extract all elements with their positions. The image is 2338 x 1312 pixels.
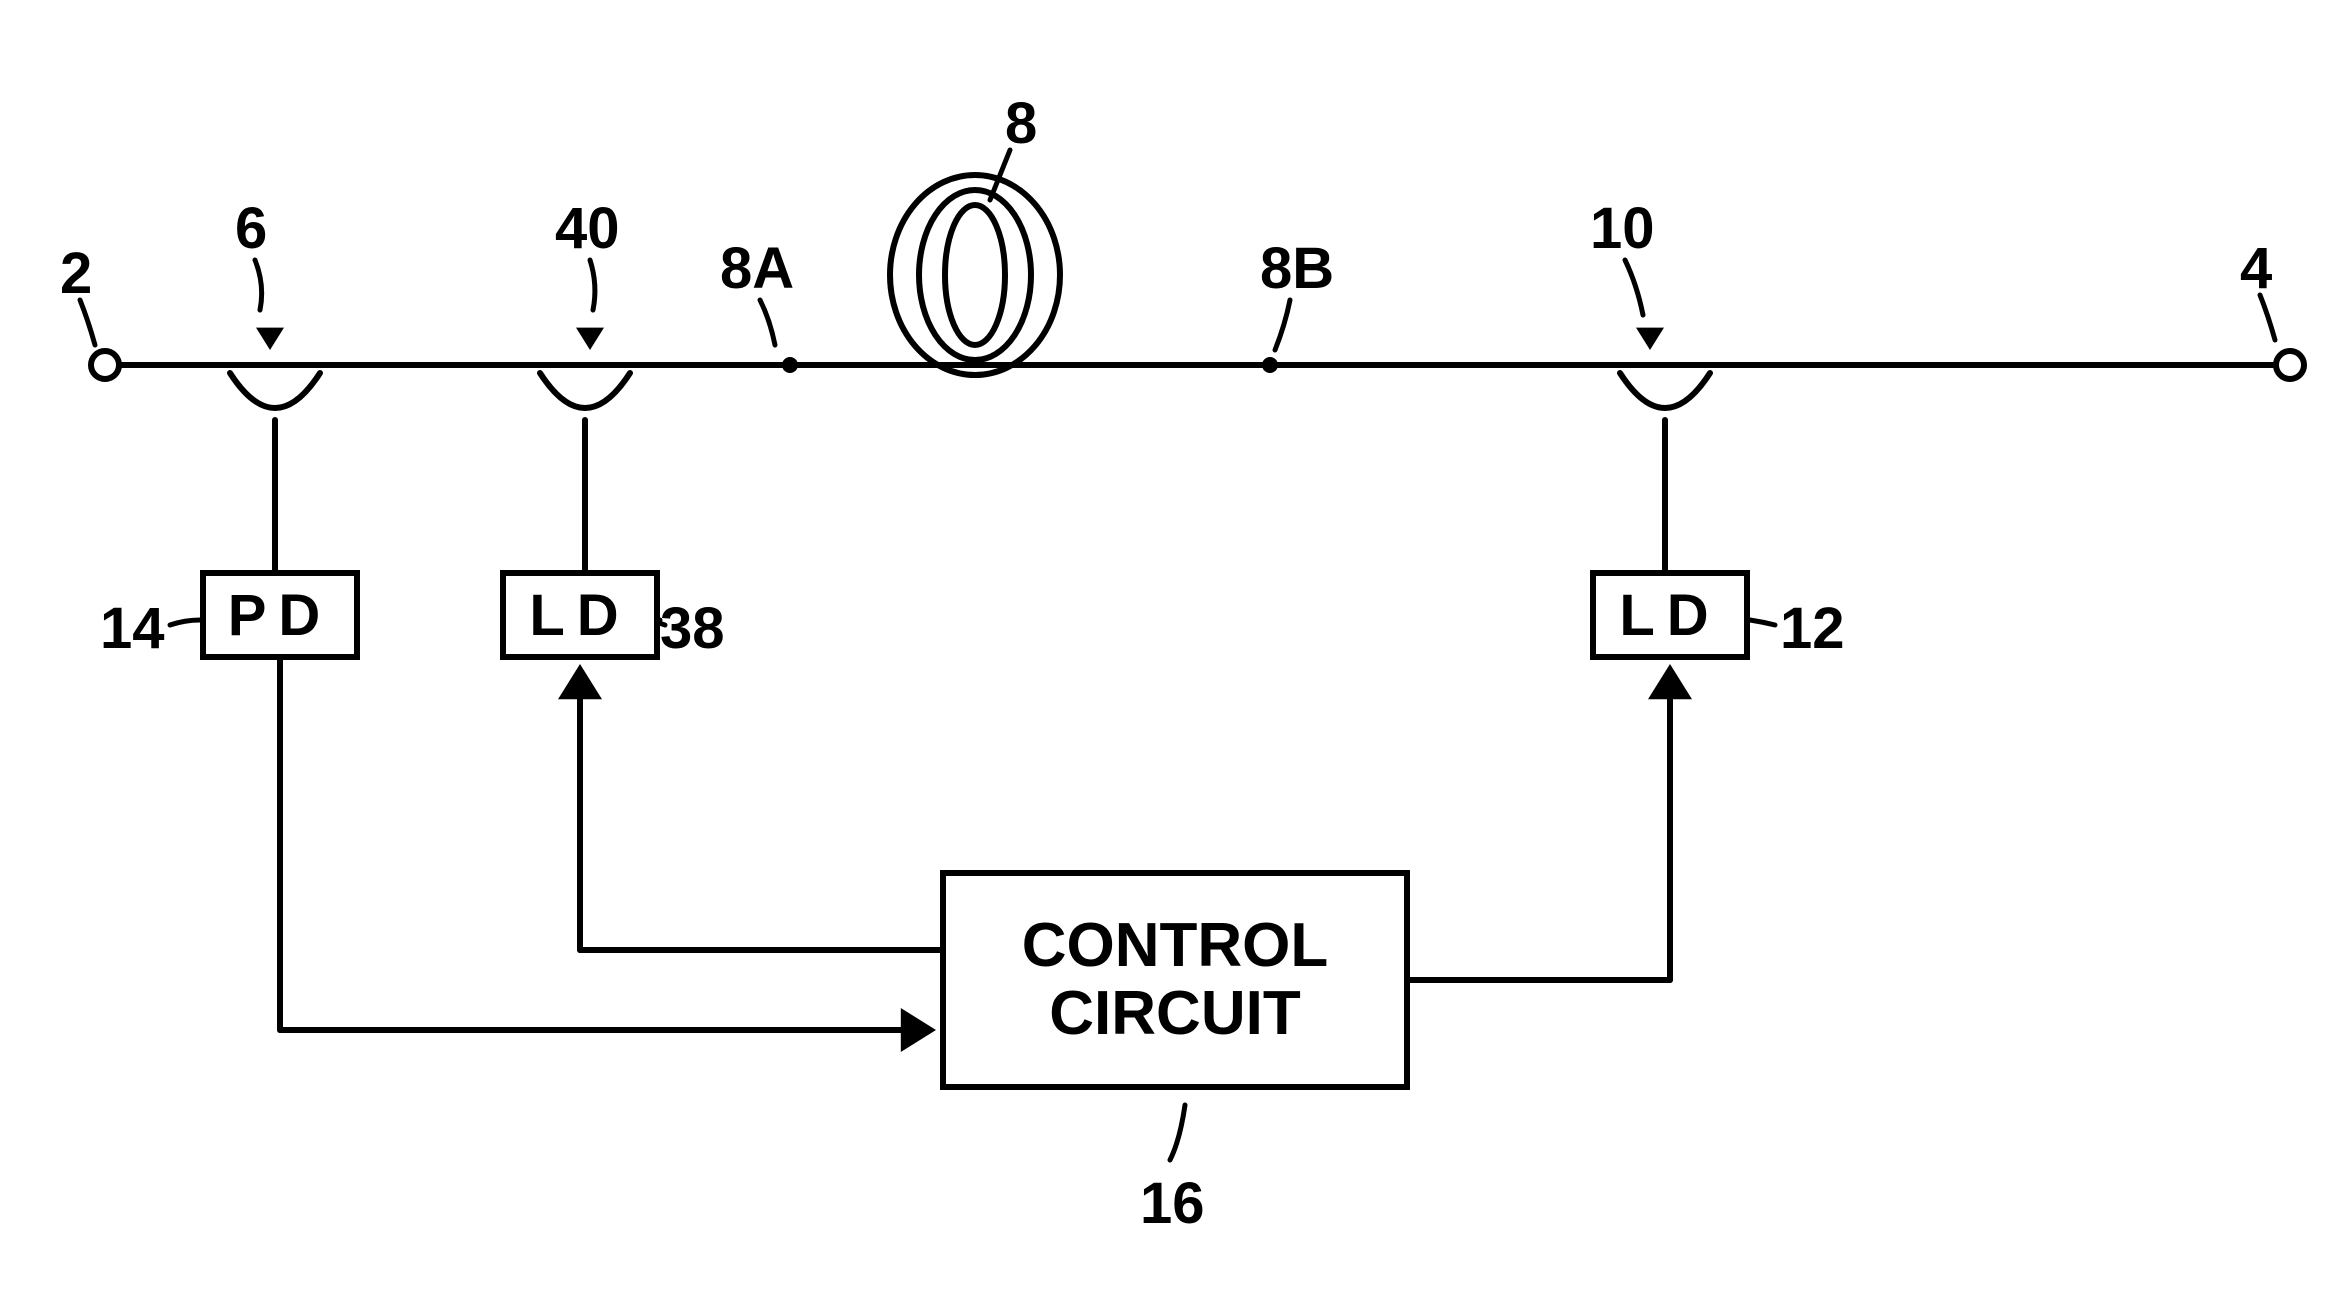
ref-label-14: 14 <box>100 595 165 662</box>
ref-label-6: 6 <box>235 195 267 262</box>
ld1-label: LD <box>529 582 630 649</box>
ld1-box: LD <box>500 570 660 660</box>
ref-label-16: 16 <box>1140 1170 1205 1237</box>
ref-label-4: 4 <box>2240 235 2272 302</box>
ref-label-40: 40 <box>555 195 620 262</box>
ref-label-8B: 8B <box>1260 235 1334 302</box>
ld2-box: LD <box>1590 570 1750 660</box>
ref-label-38: 38 <box>660 595 725 662</box>
ld2-label: LD <box>1619 582 1720 649</box>
control-circuit-box: CONTROLCIRCUIT <box>940 870 1410 1090</box>
ref-label-8: 8 <box>1005 90 1037 157</box>
control-label-line2: CIRCUIT <box>1022 980 1329 1048</box>
control-label-line1: CONTROL <box>1022 912 1329 980</box>
pd-box: PD <box>200 570 360 660</box>
ref-label-8A: 8A <box>720 235 794 302</box>
ref-label-10: 10 <box>1590 195 1655 262</box>
ref-label-2: 2 <box>60 240 92 307</box>
pd-label: PD <box>228 582 333 649</box>
ref-label-12: 12 <box>1780 595 1845 662</box>
